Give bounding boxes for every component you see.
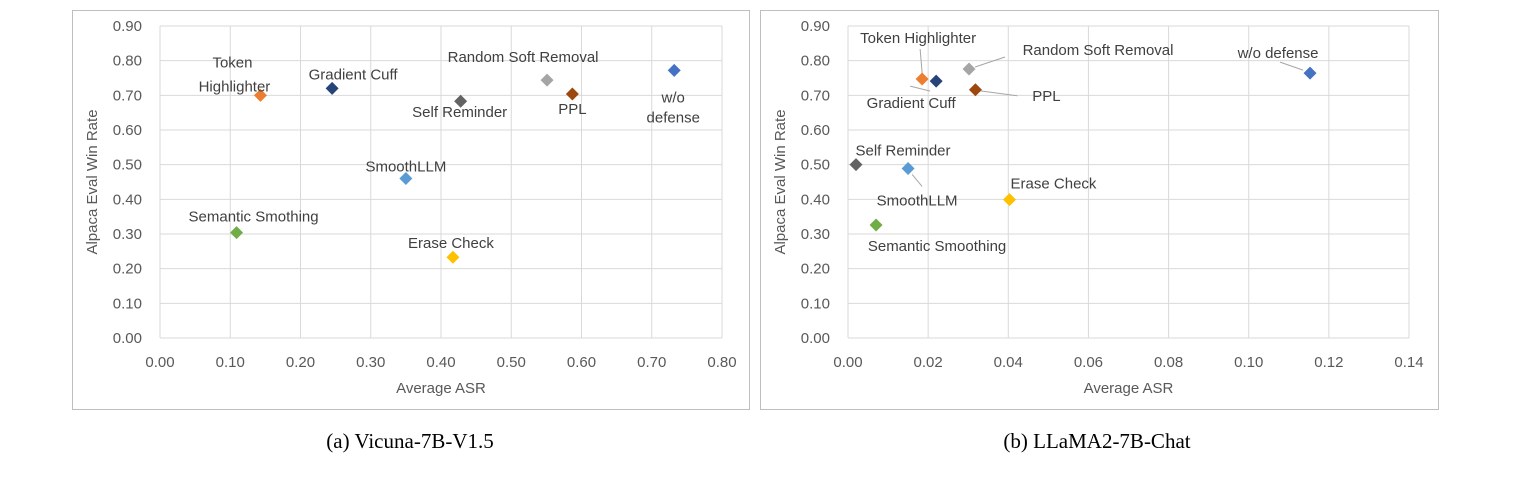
- x-tick-label: 0.12: [1314, 354, 1343, 371]
- y-tick-label: 0.00: [801, 330, 830, 347]
- data-point-label: Erase Check: [408, 235, 494, 252]
- data-point-marker: [869, 218, 883, 232]
- x-axis-title: Average ASR: [396, 380, 486, 397]
- y-tick-label: 0.40: [113, 191, 142, 208]
- data-point-label: Self Reminder: [855, 143, 950, 160]
- y-tick-label: 0.80: [801, 53, 830, 70]
- subfigure-caption: (a) Vicuna-7B-V1.5: [326, 429, 493, 453]
- x-tick-label: 0.06: [1074, 354, 1103, 371]
- x-tick-label: 0.50: [497, 354, 526, 371]
- x-tick-label: 0.10: [216, 354, 245, 371]
- data-point-label: Self Reminder: [412, 104, 507, 121]
- x-tick-label: 0.60: [567, 354, 596, 371]
- data-point-marker: [1002, 193, 1016, 207]
- x-tick-label: 0.14: [1394, 354, 1423, 371]
- leader-line: [974, 56, 1006, 68]
- data-point-label: Highlighter: [199, 78, 271, 95]
- leader-line: [919, 48, 923, 74]
- data-point-label: SmoothLLM: [877, 192, 958, 209]
- data-point-marker: [540, 73, 554, 87]
- data-point-marker: [667, 63, 681, 77]
- data-point-marker: [230, 226, 244, 240]
- chart-panel-b: 0.00 0.10 0.20 0.30 0.40 0.50 0.60 0.70 0.80 0.90…: [760, 10, 1439, 453]
- y-axis-title: Alpaca Eval Win Rate: [84, 109, 101, 254]
- y-tick-label: 0.60: [113, 122, 142, 139]
- data-point-marker: [325, 81, 339, 95]
- data-point-label: Random Soft Removal: [1023, 42, 1174, 59]
- data-point-label: Erase Check: [1011, 176, 1097, 193]
- y-tick-label: 0.70: [801, 87, 830, 104]
- data-point-label: Random Soft Removal: [448, 49, 599, 66]
- data-point-label: w/o: [661, 89, 685, 106]
- leader-line: [1279, 61, 1304, 71]
- data-point-label: w/o defense: [1237, 45, 1319, 62]
- chart-frame: [760, 10, 1439, 410]
- y-tick-label: 0.40: [801, 191, 830, 208]
- data-point-label: SmoothLLM: [365, 159, 446, 176]
- y-tick-label: 0.60: [801, 122, 830, 139]
- x-tick-label: 0.40: [426, 354, 455, 371]
- data-point-marker: [253, 88, 267, 102]
- leader-line: [910, 85, 931, 92]
- y-tick-label: 0.20: [113, 261, 142, 278]
- leader-line: [979, 90, 1018, 97]
- y-tick-label: 0.90: [801, 18, 830, 35]
- y-tick-label: 0.10: [801, 295, 830, 312]
- data-point-label: Semantic Smothing: [189, 209, 319, 226]
- data-point-label: Token Highlighter: [860, 30, 976, 47]
- data-point-marker: [446, 250, 460, 264]
- x-axis-title: Average ASR: [1084, 380, 1174, 397]
- subfigure-caption: (b) LLaMA2-7B-Chat: [1003, 429, 1190, 453]
- y-axis-title: Alpaca Eval Win Rate: [772, 109, 789, 254]
- chart-frame: [72, 10, 750, 410]
- data-point-marker: [565, 87, 579, 101]
- data-point-label: Gradient Cuff: [867, 95, 957, 112]
- y-tick-label: 0.50: [113, 157, 142, 174]
- x-tick-label: 0.30: [356, 354, 385, 371]
- data-point-marker: [849, 158, 863, 172]
- x-tick-label: 0.80: [707, 354, 736, 371]
- x-tick-label: 0.20: [286, 354, 315, 371]
- y-tick-label: 0.00: [113, 330, 142, 347]
- x-tick-label: 0.00: [833, 354, 862, 371]
- data-point-marker: [399, 172, 413, 186]
- y-tick-label: 0.50: [801, 157, 830, 174]
- y-tick-label: 0.20: [801, 261, 830, 278]
- y-tick-label: 0.10: [113, 295, 142, 312]
- data-point-label: Token: [212, 54, 252, 71]
- data-point-marker: [929, 74, 943, 88]
- y-tick-label: 0.30: [113, 226, 142, 243]
- y-tick-label: 0.70: [113, 87, 142, 104]
- data-point-label: defense: [647, 109, 700, 126]
- data-point-marker: [962, 62, 976, 76]
- leader-line: [911, 174, 923, 187]
- x-tick-label: 0.02: [914, 354, 943, 371]
- data-point-label: PPL: [558, 101, 586, 118]
- data-point-label: Gradient Cuff: [309, 66, 399, 83]
- data-point-marker: [454, 94, 468, 108]
- data-point-marker: [1303, 66, 1317, 80]
- y-tick-label: 0.90: [113, 18, 142, 35]
- x-tick-label: 0.04: [994, 354, 1023, 371]
- y-tick-label: 0.80: [113, 53, 142, 70]
- chart-panel-a: 0.00 0.10 0.20 0.30 0.40 0.50 0.60 0.70 0.80 0.90…: [72, 10, 750, 453]
- data-point-label: Semantic Smoothing: [868, 238, 1006, 255]
- x-tick-label: 0.08: [1154, 354, 1183, 371]
- y-tick-label: 0.30: [801, 226, 830, 243]
- data-point-label: PPL: [1032, 88, 1060, 105]
- x-tick-label: 0.70: [637, 354, 666, 371]
- data-point-marker: [901, 161, 915, 175]
- x-tick-label: 0.00: [145, 354, 174, 371]
- data-point-marker: [915, 72, 929, 86]
- data-point-marker: [968, 83, 982, 97]
- x-tick-label: 0.10: [1234, 354, 1263, 371]
